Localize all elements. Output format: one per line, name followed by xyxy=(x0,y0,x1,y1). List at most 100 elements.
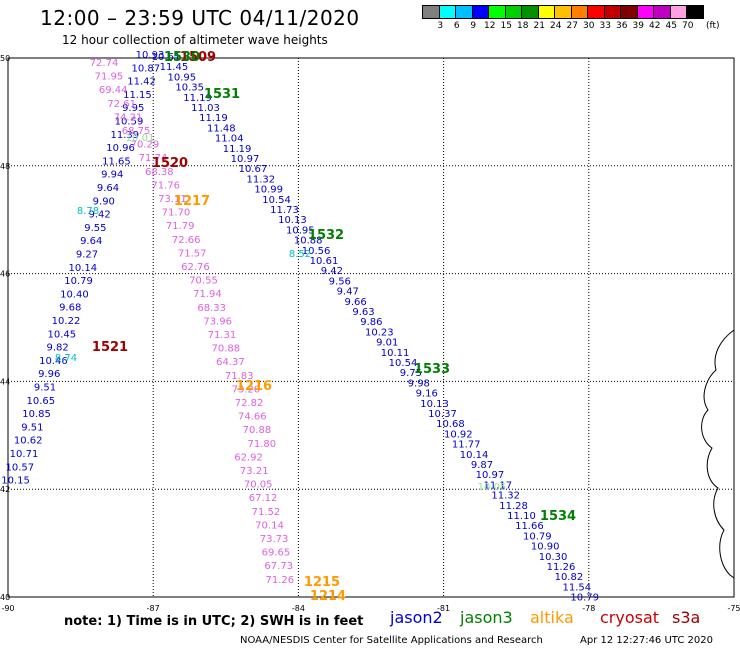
wave-height-value: 71.79 xyxy=(166,221,195,232)
wave-height-value: 70.55 xyxy=(189,276,218,287)
wave-height-value: 11.28 xyxy=(499,501,528,512)
wave-height-value: 11.65 xyxy=(102,156,131,167)
timestamp-text: Apr 12 12:27:46 UTC 2020 xyxy=(580,635,713,646)
credit-text: NOAA/NESDIS Center for Satellite Applica… xyxy=(240,635,543,646)
wave-height-value: 11.32 xyxy=(246,174,275,185)
wave-height-value: 71.74 xyxy=(139,153,168,164)
wave-height-value: 72.82 xyxy=(235,398,264,409)
footer-note: note: 1) Time is in UTC; 2) SWH is in fe… xyxy=(64,614,364,629)
wave-height-value: 8.52 xyxy=(289,249,311,260)
track-pass-label: 1521 xyxy=(92,340,128,355)
latitude-label: 46 xyxy=(0,270,10,279)
wave-height-value: 10.56 xyxy=(302,246,331,257)
wave-height-value: 9.16 xyxy=(416,389,438,400)
wave-height-value: 64.37 xyxy=(216,357,245,368)
wave-height-value: 71.80 xyxy=(248,439,277,450)
wave-height-value: 9.95 xyxy=(122,103,144,114)
colorbar-label: 39 xyxy=(632,21,644,31)
wave-height-value: 9.98 xyxy=(408,378,430,389)
wave-height-value: 71.83 xyxy=(225,371,254,382)
wave-height-value: 11.19 xyxy=(199,113,228,124)
wave-height-value: 68.75 xyxy=(122,126,151,137)
wave-height-value: 10.65 xyxy=(26,396,55,407)
colorbar-label: 12 xyxy=(484,21,496,31)
track-pass-label: 1520 xyxy=(152,156,188,171)
wave-height-value: 10.54 xyxy=(389,358,418,369)
wave-height-value: 10.45 xyxy=(47,329,76,340)
wave-height-value: 72.66 xyxy=(172,235,201,246)
wave-height-value: 71.76 xyxy=(151,180,180,191)
wave-height-value: 9.63 xyxy=(352,307,374,318)
colorbar-label: 15 xyxy=(500,21,512,31)
wave-height-value: 9.55 xyxy=(84,223,106,234)
colorbar-label: 30 xyxy=(583,21,595,31)
wave-height-value: 72.74 xyxy=(90,58,119,69)
colorbar-labels: 3 6 9 12 15 18 21 24 27 30 33 36 39 42 45 70 xyxy=(422,21,696,31)
wave-height-value: 10.61 xyxy=(310,256,339,267)
wave-height-value: 10.67 xyxy=(239,164,268,175)
wave-height-value: 9.51 xyxy=(34,383,56,394)
wave-height-value: 10.11 xyxy=(381,348,410,359)
wave-height-colorbar xyxy=(422,5,704,19)
wave-height-value: 71.94 xyxy=(193,289,222,300)
wave-height-value: 9.75 xyxy=(400,368,422,379)
longitude-label: -87 xyxy=(147,604,160,613)
wave-height-value: 10.54 xyxy=(262,195,291,206)
wave-height-value: 9.27 xyxy=(76,250,98,261)
wave-height-value: 69.65 xyxy=(262,548,291,559)
wave-height-value: 10.37 xyxy=(428,409,457,420)
colorbar-unit: (ft) xyxy=(706,21,720,31)
wave-height-value: 67.73 xyxy=(264,561,293,572)
wave-height-value: 10.05 xyxy=(478,482,507,493)
wave-height-value: 10.97 xyxy=(231,154,260,165)
wave-height-value: 10.79 xyxy=(523,531,552,542)
colorbar-label: 36 xyxy=(616,21,628,31)
wave-height-value: 10.15 xyxy=(1,476,30,487)
wave-height-value: 11.45 xyxy=(160,62,189,73)
latitude-label: 50 xyxy=(0,54,10,63)
wave-height-value: 11.19 xyxy=(223,144,252,155)
wave-height-value: 70.05 xyxy=(244,480,273,491)
legend-item-cryosat: cryosat xyxy=(600,608,660,627)
colorbar-label: 45 xyxy=(665,21,677,31)
colorbar-label: 24 xyxy=(550,21,562,31)
wave-height-value: 10.96 xyxy=(106,143,135,154)
wave-height-value: 10.88 xyxy=(294,236,323,247)
wave-height-value: 9.87 xyxy=(471,460,493,471)
wave-height-value: 70.14 xyxy=(255,520,284,531)
wave-height-value: 10.95 xyxy=(167,72,196,83)
track-pass-label: 1530 xyxy=(164,50,200,65)
wave-height-value: 11.26 xyxy=(547,562,576,573)
wave-height-value: 74.21 xyxy=(114,112,143,123)
wave-height-value: 10.93 xyxy=(136,50,165,61)
wave-height-value: 70.88 xyxy=(243,425,272,436)
colorbar-swatch xyxy=(686,5,704,19)
wave-height-value: 9.96 xyxy=(38,369,60,380)
wave-height-value: 10.85 xyxy=(22,409,51,420)
wave-height-value: 73.73 xyxy=(260,534,289,545)
wave-height-value: 11.04 xyxy=(215,134,244,145)
wave-height-value: 10.22 xyxy=(52,316,81,327)
wave-height-value: 10.87 xyxy=(131,63,160,74)
wave-height-value: 9.94 xyxy=(101,170,123,181)
longitude-label: -75 xyxy=(727,604,740,613)
plot-frame xyxy=(7,57,735,598)
wave-height-value: 71.26 xyxy=(266,575,295,586)
wave-height-value: 10.97 xyxy=(476,470,505,481)
wave-height-value: 9.51 xyxy=(21,422,43,433)
wave-height-value: 62.92 xyxy=(234,452,263,463)
track-pass-label: 1532 xyxy=(308,228,344,243)
wave-height-value: 10.62 xyxy=(14,436,43,447)
colorbar-label: 27 xyxy=(566,21,578,31)
track-pass-label: 1533 xyxy=(414,362,450,377)
track-pass-label: 1214 xyxy=(310,589,346,604)
wave-height-value: 10.71 xyxy=(10,449,39,460)
wave-height-value: 9.64 xyxy=(97,183,119,194)
track-pass-label: 1531 xyxy=(204,87,240,102)
wave-height-value: 10.57 xyxy=(5,462,34,473)
wave-height-value: 10.13 xyxy=(420,399,449,410)
wave-height-value: 11.73 xyxy=(270,205,299,216)
wave-height-value: 10.40 xyxy=(60,289,89,300)
wave-height-value: 73.21 xyxy=(240,466,269,477)
